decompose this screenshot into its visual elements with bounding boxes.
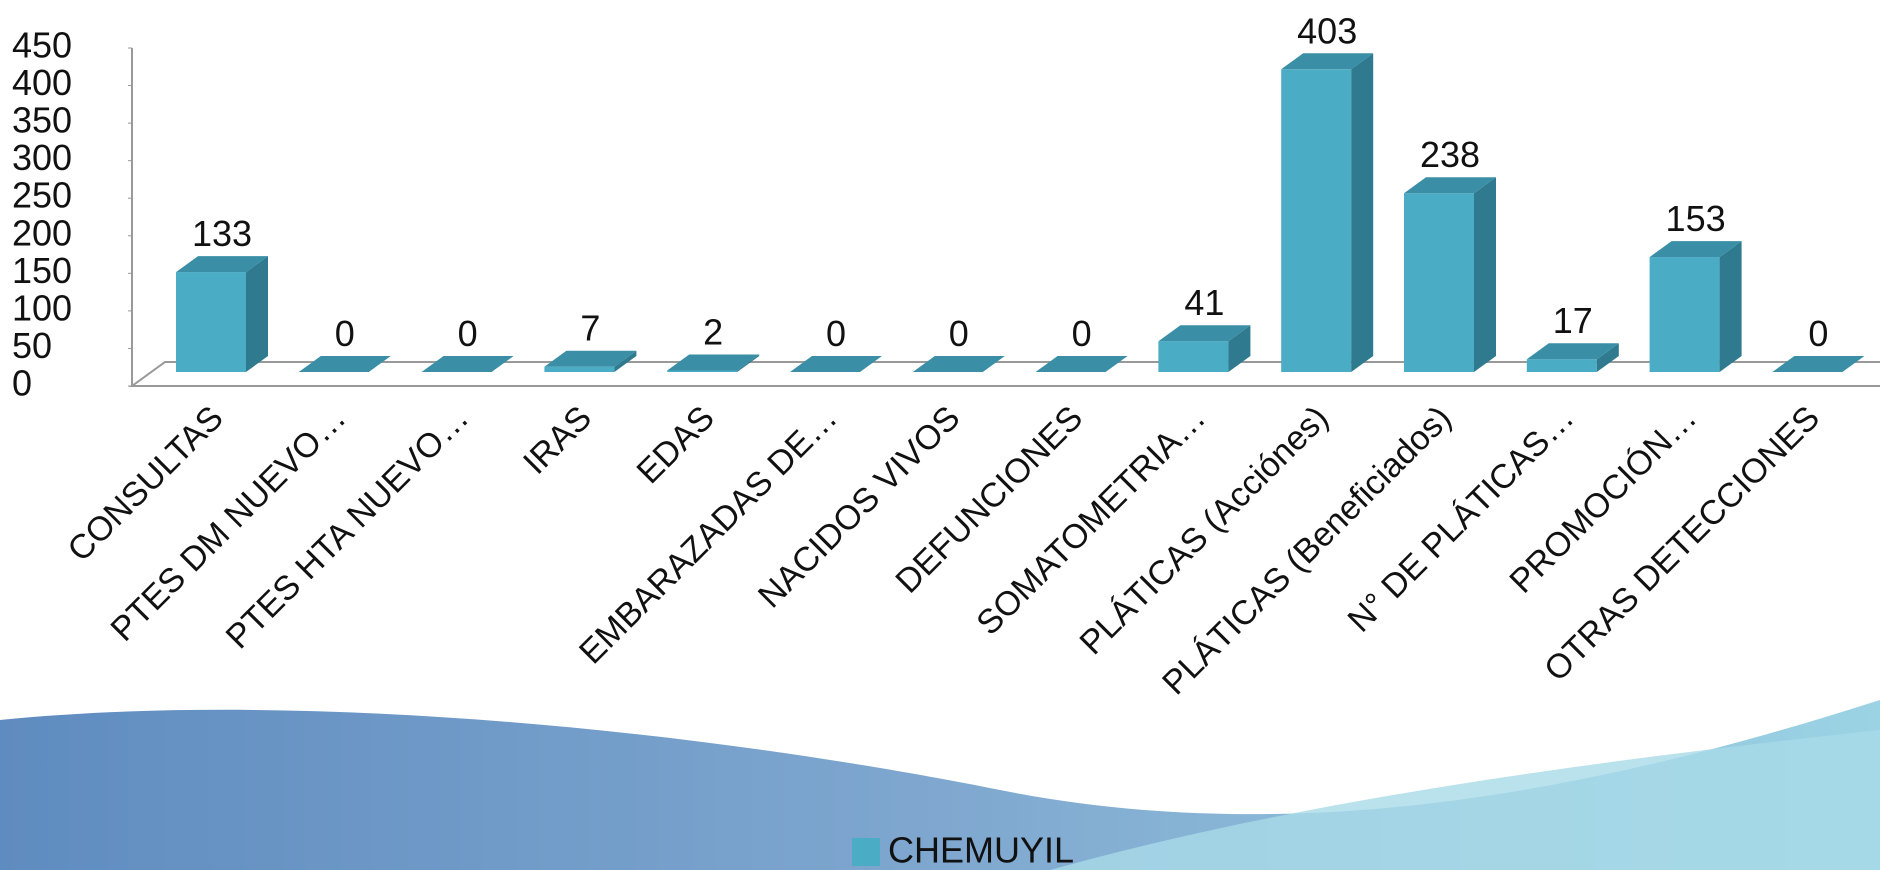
bar-top: [1035, 356, 1128, 372]
x-tick-label: NACIDOS VIVOS: [751, 399, 968, 616]
value-label: 17: [1553, 300, 1593, 341]
bar-top: [1526, 343, 1619, 360]
bar-front: [176, 272, 246, 372]
bar-front: [1404, 193, 1474, 372]
bar-front: [1649, 257, 1720, 372]
bar-top: [912, 356, 1005, 372]
legend-label: CHEMUYIL: [888, 830, 1074, 870]
bar-side: [1719, 241, 1742, 372]
bar-top: [1772, 356, 1865, 372]
value-label: 41: [1184, 282, 1224, 323]
x-tick-label: SOMATOMETRIA…: [969, 399, 1213, 643]
bar-side: [1474, 177, 1496, 372]
value-label: 2: [703, 311, 723, 352]
bar-top: [176, 256, 268, 273]
x-tick-label: PLÁTICAS (Acciónes): [1072, 399, 1335, 662]
x-tick-label: PTES DM NUEVO…: [104, 399, 354, 649]
bar-side: [737, 354, 760, 372]
bar-side: [1596, 343, 1619, 372]
bar-top: [790, 356, 882, 372]
bar-front: [544, 366, 615, 372]
bar-top: [1649, 241, 1742, 258]
y-tick-label: 200: [12, 212, 72, 253]
floor: [128, 361, 1880, 387]
y-tick-label: 0: [12, 363, 32, 404]
value-label: 7: [580, 308, 600, 349]
bar-side: [614, 350, 637, 372]
y-tick-label: 150: [12, 250, 72, 291]
bar-top: [1281, 53, 1374, 70]
bar-front: [1158, 341, 1229, 372]
y-tick-label: 350: [12, 100, 72, 141]
x-tick-label: IRAS: [516, 399, 599, 482]
y-tick-label: 450: [12, 25, 72, 66]
value-label: 238: [1420, 134, 1480, 175]
background-swoosh-light: [1050, 730, 1880, 870]
bar-side: [1228, 325, 1251, 372]
bar-top: [421, 356, 514, 372]
y-tick-label: 300: [12, 137, 72, 178]
value-label: 0: [335, 313, 355, 354]
y-tick-label: 250: [12, 175, 72, 216]
bar-top: [1158, 325, 1251, 342]
bar-top: [1404, 177, 1496, 194]
bar-top: [667, 354, 760, 371]
bar-front: [1526, 359, 1597, 372]
value-label: 0: [826, 313, 846, 354]
x-tick-label: EDAS: [630, 399, 722, 491]
value-label: 403: [1297, 10, 1357, 51]
y-tick-label: 50: [12, 325, 52, 366]
bar-side: [246, 256, 268, 372]
value-label: 0: [1808, 313, 1828, 354]
value-label: 0: [1072, 313, 1092, 354]
value-label: 133: [192, 213, 252, 254]
value-label: 0: [949, 313, 969, 354]
x-tick-label: PTES HTA NUEVO…: [219, 399, 477, 657]
bar-front: [667, 370, 738, 372]
bar-top: [298, 356, 391, 372]
y-tick-label: 100: [12, 287, 72, 328]
bar-front: [1281, 69, 1352, 373]
bar-top: [544, 350, 637, 367]
value-label: 0: [458, 313, 478, 354]
y-tick-label: 400: [12, 62, 72, 103]
value-label: 153: [1666, 198, 1726, 239]
x-tick-label: N° DE PLÁTICAS…: [1341, 399, 1582, 640]
legend-swatch: [852, 838, 880, 866]
bar-side: [1351, 53, 1374, 373]
